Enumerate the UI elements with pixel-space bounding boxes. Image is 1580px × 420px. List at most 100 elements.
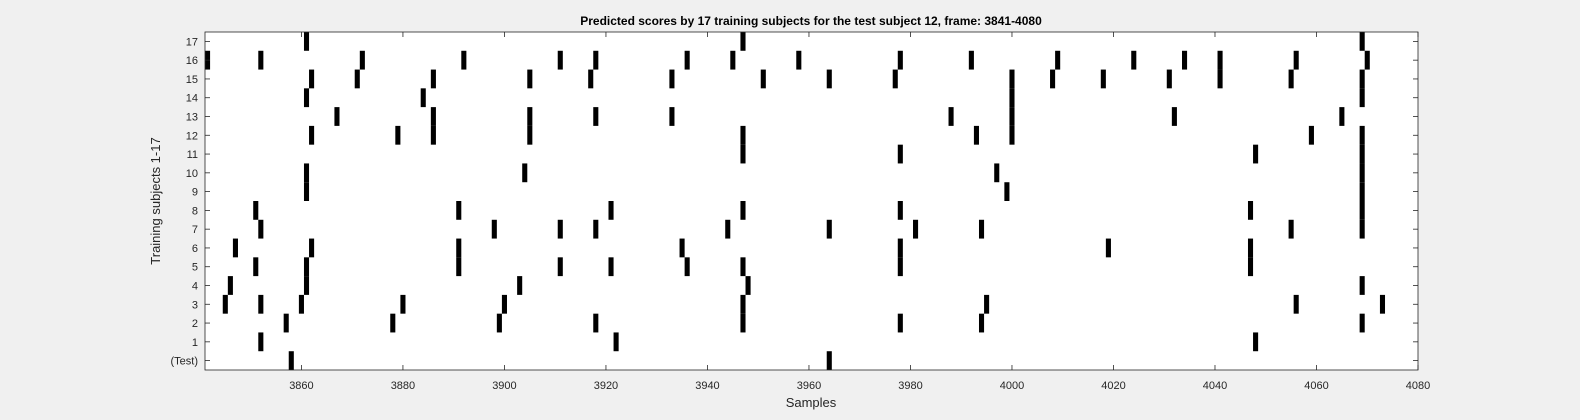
- score-mark: [796, 50, 802, 70]
- score-mark: [1105, 238, 1111, 258]
- chart-title: Predicted scores by 17 training subjects…: [580, 14, 1042, 28]
- y-tick-label: 3: [192, 299, 198, 311]
- score-mark: [303, 257, 310, 277]
- x-tick-label: 3960: [797, 380, 821, 392]
- score-mark: [359, 50, 365, 70]
- score-mark: [1359, 69, 1365, 89]
- score-mark: [232, 238, 238, 258]
- x-tick-label: 4000: [1000, 380, 1024, 392]
- score-mark: [517, 276, 523, 295]
- x-tick-label: 4020: [1101, 380, 1125, 392]
- score-mark: [978, 219, 985, 239]
- x-tick-label: 3940: [695, 380, 719, 392]
- y-tick-label: 13: [186, 112, 198, 124]
- score-mark: [730, 50, 736, 70]
- score-mark: [1004, 182, 1010, 201]
- x-tick-label: 3860: [289, 380, 313, 392]
- score-mark: [253, 257, 259, 277]
- score-mark: [826, 69, 832, 89]
- y-tick-label: 10: [186, 168, 198, 180]
- score-mark: [1359, 201, 1365, 220]
- score-mark: [1009, 69, 1015, 89]
- score-mark: [1009, 88, 1015, 108]
- score-mark: [430, 69, 436, 89]
- y-tick-label: 1: [192, 337, 198, 349]
- score-mark: [826, 351, 832, 370]
- score-mark: [669, 107, 675, 126]
- score-mark: [669, 69, 675, 89]
- score-mark: [1364, 50, 1370, 70]
- score-mark: [994, 163, 1000, 183]
- score-mark: [258, 219, 264, 239]
- y-tick-label: 8: [192, 205, 198, 217]
- score-mark: [1131, 50, 1137, 70]
- score-mark: [1308, 125, 1314, 145]
- score-mark: [826, 219, 832, 239]
- score-mark: [222, 294, 228, 314]
- score-mark: [522, 163, 528, 183]
- score-mark: [613, 332, 619, 352]
- score-mark: [608, 201, 614, 220]
- score-mark: [740, 257, 746, 277]
- score-mark: [430, 107, 436, 126]
- score-mark: [593, 219, 599, 239]
- score-mark: [456, 201, 462, 220]
- score-mark: [557, 50, 563, 70]
- x-tick-label: 4040: [1203, 380, 1227, 392]
- score-mark: [303, 88, 310, 108]
- plot-area: [205, 32, 1418, 370]
- score-mark: [948, 107, 954, 126]
- y-tick-label: 17: [186, 36, 198, 48]
- plot-frame: [204, 31, 1419, 371]
- score-mark: [309, 238, 315, 258]
- score-mark: [973, 125, 979, 145]
- score-mark: [892, 69, 898, 89]
- y-axis-label: Training subjects 1-17: [148, 137, 163, 264]
- score-mark: [1359, 32, 1365, 51]
- score-mark: [897, 50, 903, 70]
- score-mark: [740, 201, 746, 220]
- y-tick-label: (Test): [171, 356, 199, 368]
- x-tick-label: 3980: [898, 380, 922, 392]
- score-mark: [1379, 294, 1386, 314]
- y-tick-label: 16: [186, 55, 198, 67]
- score-mark: [1359, 144, 1365, 164]
- score-mark: [258, 294, 264, 314]
- score-mark: [258, 50, 264, 70]
- score-mark: [1359, 125, 1365, 145]
- score-mark: [395, 125, 401, 145]
- x-axis-label: Samples: [786, 395, 837, 410]
- score-mark: [496, 313, 502, 333]
- score-mark: [740, 144, 746, 164]
- x-tick-label: 3880: [391, 380, 415, 392]
- score-mark: [527, 69, 533, 89]
- y-tick-label: 7: [192, 224, 198, 236]
- score-mark: [588, 69, 594, 89]
- score-mark: [725, 219, 731, 239]
- score-mark: [1359, 88, 1365, 108]
- score-mark: [557, 219, 563, 239]
- score-mark: [897, 238, 903, 258]
- x-tick-label: 3920: [594, 380, 618, 392]
- score-mark: [608, 257, 614, 277]
- score-mark: [679, 238, 685, 258]
- score-mark: [1055, 50, 1061, 70]
- score-mark: [1247, 238, 1254, 258]
- x-axis-ticks: 3860 3880 3900 3920 3940 3960 3980 4000 4020 4040…: [289, 32, 1430, 392]
- score-mark: [745, 276, 751, 295]
- score-mark: [1359, 276, 1365, 295]
- data-marks: [205, 32, 1386, 370]
- score-mark: [684, 257, 690, 277]
- score-mark: [684, 50, 690, 70]
- score-mark: [1247, 201, 1254, 220]
- score-mark: [1009, 125, 1015, 145]
- score-mark: [1217, 50, 1223, 70]
- score-mark: [1182, 50, 1188, 70]
- y-tick-label: 6: [192, 243, 198, 255]
- score-mark: [253, 201, 259, 220]
- y-tick-label: 5: [192, 262, 198, 274]
- score-mark: [897, 257, 903, 277]
- score-mark: [461, 50, 467, 70]
- score-mark: [334, 107, 340, 126]
